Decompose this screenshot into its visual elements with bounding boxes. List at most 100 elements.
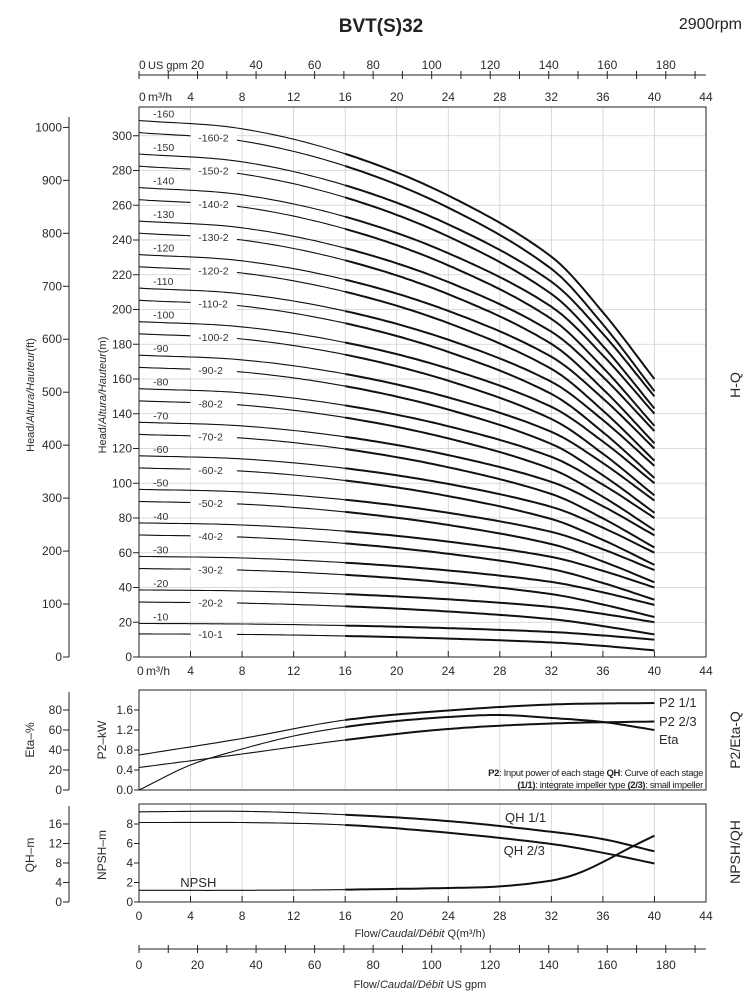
top-gpm-tick-label: 0	[139, 58, 146, 72]
hq-ft-tick-label: 800	[42, 226, 62, 240]
hq-curve-label: -30-2	[198, 564, 223, 576]
hq-curve-label-gap	[190, 462, 237, 477]
npsh-tick-label: 2	[126, 876, 133, 890]
hq-curve	[138, 165, 346, 198]
p2-legend-note-line1-part: : Input power of each stage	[499, 768, 606, 779]
hq-curve-label: -70-2	[198, 432, 223, 444]
hq-curve-label-gap	[190, 429, 237, 444]
npsh-qh-curve	[345, 813, 655, 853]
flow-gpm-axis-title: Flow/Caudal/Débit US gpm	[354, 979, 487, 991]
p2-legend-note-line2: (1/1): integrate impeller type (2/3): sm…	[517, 780, 703, 791]
p2-eta-curve	[138, 726, 346, 791]
hq-curve	[139, 601, 346, 607]
p2-eta-curve	[345, 702, 655, 721]
qh-1-1-label: QH 1/1	[505, 810, 546, 825]
hq-curve-label: -110-2	[198, 299, 228, 311]
bottom-q-tick-label: 32	[545, 909, 559, 923]
hq-ft-tick-label: 0	[55, 650, 62, 664]
hq-curve	[344, 215, 656, 415]
hq-ft-tick-label: 700	[42, 279, 62, 293]
hq-curve-label: -20-2	[198, 598, 223, 610]
bottom-gpm-tick-label: 80	[366, 958, 380, 972]
p2-legend-note-line2-part: (2/3)	[627, 780, 645, 791]
npsh-panel-title-part: NPSH/QH	[727, 820, 743, 884]
hq-curve-label-gap	[190, 496, 237, 511]
top-gpm-tick-label: 140	[539, 58, 559, 72]
hq-curve-label: -130-2	[198, 232, 229, 244]
hq-m-axis-title-part: (m)	[97, 337, 109, 354]
hq-m-tick-label: 20	[119, 615, 133, 629]
p2-tick-label: 1.6	[116, 703, 133, 717]
hq-bottom-q-tick-label: 12	[287, 664, 301, 678]
p2-axis-title-part: P2–kW	[95, 720, 109, 759]
hq-curve	[344, 259, 656, 444]
hq-curve-label: -50-2	[198, 498, 223, 510]
hq-top-q-tick-label: 12	[287, 90, 301, 104]
hq-curve-label: -20	[153, 578, 168, 590]
speed-label: 2900rpm	[679, 16, 742, 33]
p2-tick-label: 1.2	[116, 723, 133, 737]
hq-curve-label: -150	[153, 142, 174, 154]
hq-curve	[138, 500, 346, 513]
hq-curve	[345, 353, 656, 497]
hq-ft-axis-title-part: Altura/Hauteur	[25, 350, 37, 423]
hq-curve-label: -130	[153, 209, 174, 221]
npsh-plot-frame	[138, 803, 707, 903]
hq-m-axis-title-part: Altura/Hauteur	[97, 352, 109, 425]
hq-bottom-q-tick-label: 28	[493, 664, 507, 678]
hq-curve-label: -80	[153, 377, 168, 389]
hq-m-tick-label: 180	[112, 337, 132, 351]
hq-m-tick-label: 100	[112, 476, 132, 490]
hq-curve	[345, 510, 655, 584]
hq-top-q-tick-label: 20	[390, 90, 404, 104]
hq-ft-tick-label: 500	[42, 385, 62, 399]
flow-gpm-axis-title-part: Flow/	[354, 979, 381, 991]
qh-2-3-label: QH 2/3	[504, 843, 545, 858]
npsh-qh-curve	[139, 810, 346, 816]
hq-curve	[345, 416, 655, 532]
bottom-gpm-tick-label: 160	[597, 958, 617, 972]
hq-curve	[344, 341, 656, 484]
hq-m-tick-label: 0	[125, 650, 132, 664]
hq-curve-label: -90	[153, 343, 168, 355]
npsh-panel-title: NPSH/QH	[727, 820, 743, 884]
hq-bottom-q-tick-label: 16	[338, 664, 352, 678]
eta-axis-title: Eta–%	[23, 722, 37, 758]
npsh-tick-label: 4	[126, 856, 133, 870]
hq-curve-label: -50	[153, 477, 168, 489]
hq-curve-label: -80-2	[198, 398, 223, 410]
hq-curve	[139, 622, 346, 627]
p2-legend-note-line2-part: : small impeller	[645, 780, 703, 791]
hq-bottom-q-tick-label: 20	[390, 664, 404, 678]
bottom-q-tick-label: 0	[136, 909, 143, 923]
hq-top-q-tick-label: 36	[596, 90, 610, 104]
p2-2-3-label: P2 2/3	[659, 714, 697, 729]
hq-ft-axis-title-part: Head/	[25, 422, 37, 452]
hq-m-tick-label: 40	[119, 581, 133, 595]
hq-curve	[344, 278, 656, 450]
hq-curve	[138, 488, 346, 501]
hq-curve	[344, 196, 656, 410]
npsh-axis-title: NPSH–m	[95, 830, 109, 880]
top-gpm-tick-label: 80	[366, 58, 380, 72]
hq-curve	[138, 299, 346, 324]
hq-curve-label: -40	[153, 511, 168, 523]
hq-curve	[138, 400, 346, 419]
hq-curve	[138, 421, 346, 438]
bottom-gpm-tick-label: 140	[539, 958, 559, 972]
hq-curve	[344, 247, 656, 432]
p2-tick-label: 0.4	[116, 763, 133, 777]
hq-curve	[345, 530, 655, 589]
hq-curve-label: -70	[153, 410, 168, 422]
hq-ft-tick-label: 100	[42, 597, 62, 611]
hq-curve-label: -140	[153, 176, 174, 188]
hq-curve	[138, 388, 346, 406]
flow-q-axis-title: Flow/Caudal/Débit Q(m³/h)	[355, 928, 486, 940]
hq-curve	[345, 467, 655, 554]
hq-curve-label: -160	[153, 108, 174, 120]
p2-eta-curve	[138, 719, 346, 756]
bottom-gpm-tick-label: 60	[308, 958, 322, 972]
flow-q-axis-title-part: Q(m³/h)	[444, 928, 485, 940]
bottom-q-tick-label: 24	[442, 909, 456, 923]
hq-curve	[139, 568, 346, 576]
